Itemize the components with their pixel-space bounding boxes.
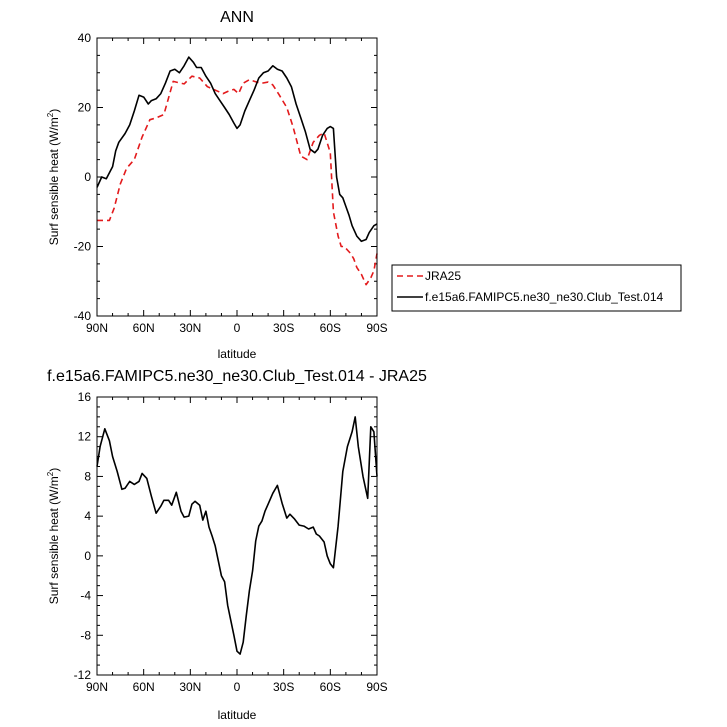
y-axis-label: Surf sensible heat (W/m2) [46, 109, 61, 246]
chart-panel-annual: ANN -40 -20 0 20 40 90N 60N 30N 0 30S 60S 90S latit… [46, 9, 682, 361]
x-tick-label: 30S [273, 680, 294, 694]
y-tick-label: -12 [74, 668, 92, 682]
plot-frame [96, 396, 378, 676]
y-tick-label: -20 [74, 240, 92, 254]
legend-label-jra25: JRA25 [425, 269, 461, 283]
chart-panel-difference: f.e15a6.FAMIPC5.ne30_ne30.Club_Test.014 … [46, 368, 427, 722]
y-tick-label: 16 [78, 390, 92, 404]
x-tick-label: 60S [320, 321, 341, 335]
legend-box [391, 264, 682, 312]
x-axis-label: latitude [218, 347, 257, 361]
plot-frame [96, 37, 378, 317]
x-tick-label: 60N [133, 321, 155, 335]
x-tick-label: 90N [86, 680, 108, 694]
y-tick-label: -4 [80, 589, 91, 603]
axis-ticks: -12 -8 -4 0 4 8 12 16 90N 60N 30N 0 30S 60S 90S [74, 390, 388, 694]
x-tick-label: 90N [86, 321, 108, 335]
y-tick-label: 20 [78, 101, 92, 115]
plot-area [96, 416, 378, 655]
series-line-f-e15a6-famipc5-ne30-ne30-club-test-014 [96, 56, 378, 243]
x-tick-label: 90S [366, 321, 387, 335]
x-tick-label: 30N [179, 321, 201, 335]
plot-area [96, 56, 378, 286]
x-tick-label: 60S [320, 680, 341, 694]
chart-title: f.e15a6.FAMIPC5.ne30_ne30.Club_Test.014 … [47, 368, 427, 385]
legend: JRA25 f.e15a6.FAMIPC5.ne30_ne30.Club_Tes… [391, 264, 682, 312]
y-tick-label: 0 [84, 170, 91, 184]
x-tick-label: 60N [133, 680, 155, 694]
x-tick-label: 0 [234, 680, 241, 694]
y-tick-label: 12 [78, 430, 92, 444]
chart-title: ANN [220, 9, 254, 26]
y-axis-label: Surf sensible heat (W/m2) [46, 468, 61, 605]
x-axis-label: latitude [218, 708, 257, 722]
y-tick-label: 40 [78, 31, 92, 45]
y-tick-label: -40 [74, 309, 92, 323]
y-tick-label: 8 [84, 469, 91, 483]
legend-label-model: f.e15a6.FAMIPC5.ne30_ne30.Club_Test.014 [425, 290, 663, 304]
x-tick-label: 30S [273, 321, 294, 335]
y-tick-label: -8 [80, 628, 91, 642]
x-tick-label: 30N [179, 680, 201, 694]
series-line-jra25 [97, 75, 378, 286]
x-tick-label: 90S [366, 680, 387, 694]
x-tick-label: 0 [234, 321, 241, 335]
series-line-difference [96, 416, 378, 655]
y-tick-label: 0 [84, 549, 91, 563]
y-tick-label: 4 [84, 509, 91, 523]
